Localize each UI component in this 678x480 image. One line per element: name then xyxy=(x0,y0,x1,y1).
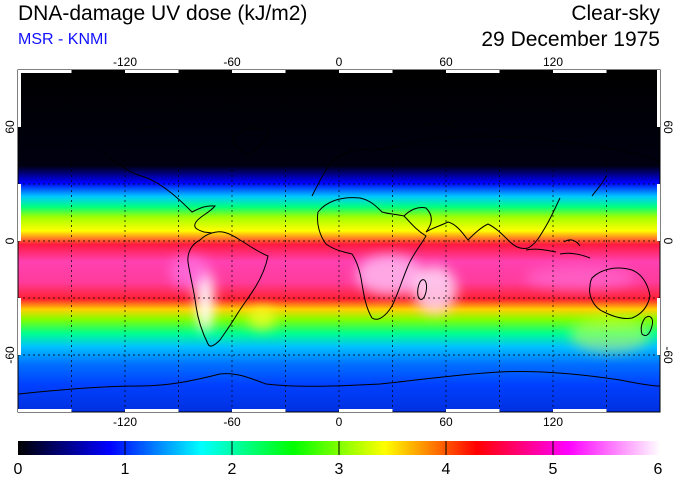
colorbar-label-1: 1 xyxy=(121,461,130,478)
lon-tick-bottom-e60: 60 xyxy=(439,415,453,429)
lat-tick-right-60n: 60 xyxy=(661,120,675,134)
indonesia-coast xyxy=(525,239,591,259)
colorbar-label-6: 6 xyxy=(654,461,663,478)
lon-tick-bottom-w60: -60 xyxy=(223,415,241,429)
south-asia-coast xyxy=(425,197,561,249)
uv-hotspots xyxy=(170,255,650,353)
lat-tick-left-60s: -60 xyxy=(3,346,17,364)
lat-tick-left-60n: 60 xyxy=(3,120,17,134)
map-title: DNA-damage UV dose (kJ/m2) xyxy=(18,2,308,25)
lat-tick-right-60s: -60 xyxy=(661,346,675,364)
lon-tick-top-e60: 60 xyxy=(439,55,453,69)
japan-coast xyxy=(591,175,607,197)
lat-tick-left-0: 0 xyxy=(3,237,17,244)
lat-ticks-left: 60 0 -60 xyxy=(3,120,17,364)
colorbar-label-3: 3 xyxy=(335,461,344,478)
australia-coast xyxy=(589,267,651,319)
eurasia-coast xyxy=(311,135,661,197)
lat-tick-right-0: 0 xyxy=(661,238,675,245)
south-america-coast xyxy=(187,231,269,347)
lon-tick-top-w60: -60 xyxy=(223,55,241,69)
lon-tick-top-e120: 120 xyxy=(543,55,563,69)
lat-ticks-right: 60 0 -60 xyxy=(661,120,675,364)
lon-tick-bottom-w120: -120 xyxy=(113,415,137,429)
lon-ticks-bottom: -120 -60 0 60 120 xyxy=(113,415,563,429)
lon-tick-top-w120: -120 xyxy=(113,55,137,69)
colorbar-label-2: 2 xyxy=(228,461,237,478)
greenland-coast xyxy=(231,127,271,157)
arabia-coast xyxy=(403,207,432,233)
colorbar-label-5: 5 xyxy=(549,461,558,478)
colorbar: 0 1 2 3 4 5 6 xyxy=(14,441,663,478)
madagascar-coast xyxy=(417,279,427,300)
north-america-coast xyxy=(99,149,217,234)
coastlines xyxy=(17,121,661,395)
colorbar-label-4: 4 xyxy=(442,461,451,478)
lon-tick-top-0: 0 xyxy=(336,55,343,69)
lon-tick-bottom-e120: 120 xyxy=(543,415,563,429)
gridlines xyxy=(18,70,660,412)
map-date: 29 December 1975 xyxy=(481,28,660,51)
lon-ticks-top: -120 -60 0 60 120 xyxy=(113,55,563,69)
lon-tick-bottom-0: 0 xyxy=(336,415,343,429)
sky-condition: Clear-sky xyxy=(571,2,660,25)
data-source: MSR - KNMI xyxy=(18,31,108,48)
colorbar-label-0: 0 xyxy=(14,461,23,478)
map-frame xyxy=(17,69,661,413)
new-zealand-coast xyxy=(640,315,653,337)
arctic-island-coast xyxy=(139,121,457,133)
antarctica-coast xyxy=(17,370,661,395)
africa-coast xyxy=(317,197,427,320)
